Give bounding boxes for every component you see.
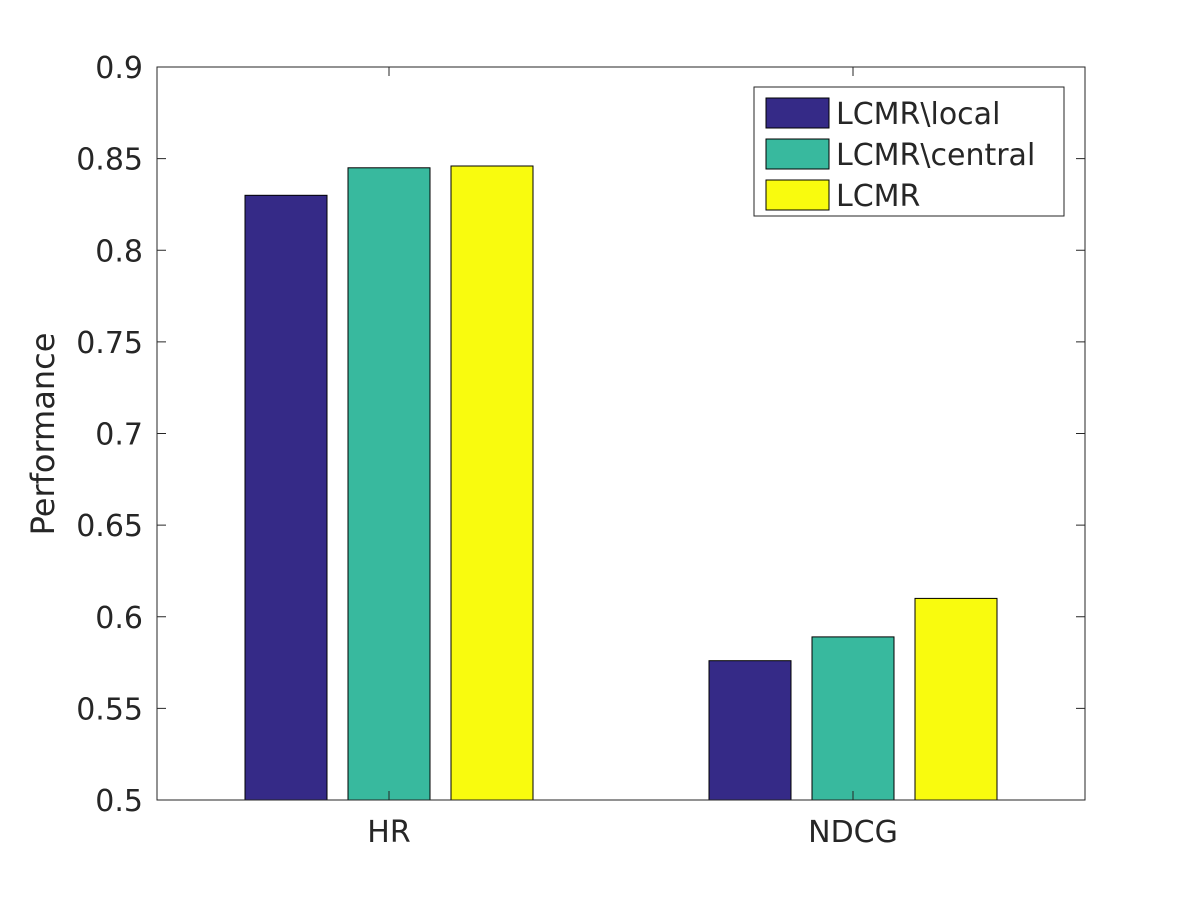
y-tick-label: 0.85 (76, 143, 143, 178)
bar-hr-series-0 (244, 194, 328, 801)
y-tick-label: 0.8 (95, 234, 143, 269)
bars-group (244, 165, 998, 801)
legend-label-1: LCMR\central (836, 138, 1035, 173)
y-tick-label: 0.9 (95, 51, 143, 86)
legend: LCMR\local LCMR\central LCMR (753, 86, 1065, 217)
legend-swatch-2 (765, 179, 830, 211)
y-axis-label: Performance (24, 333, 62, 536)
legend-swatch-1 (765, 138, 830, 170)
y-tick-label: 0.75 (76, 326, 143, 361)
axes-group: HR NDCG 0.5 0.55 0.6 0.65 0.7 0.75 0.8 0.85 0.9 (76, 51, 1086, 850)
x-tick-label: NDCG (808, 815, 898, 850)
y-tick-label: 0.7 (95, 418, 143, 453)
bar-ndcg-series-2 (914, 597, 998, 801)
bar-hr-series-2 (450, 165, 534, 801)
legend-label-0: LCMR\local (836, 97, 1000, 132)
y-tick-label: 0.65 (76, 509, 143, 544)
y-tick-label: 0.5 (95, 784, 143, 819)
bar-hr-series-1 (347, 167, 431, 801)
legend-swatch-0 (765, 97, 830, 129)
y-tick-label: 0.6 (95, 601, 143, 636)
legend-label-2: LCMR (836, 179, 920, 214)
axes-frame (156, 66, 1086, 801)
x-tick-label: HR (367, 815, 410, 850)
bar-ndcg-series-0 (708, 660, 792, 801)
y-tick-label: 0.55 (76, 692, 143, 727)
bar-ndcg-series-1 (811, 636, 895, 801)
